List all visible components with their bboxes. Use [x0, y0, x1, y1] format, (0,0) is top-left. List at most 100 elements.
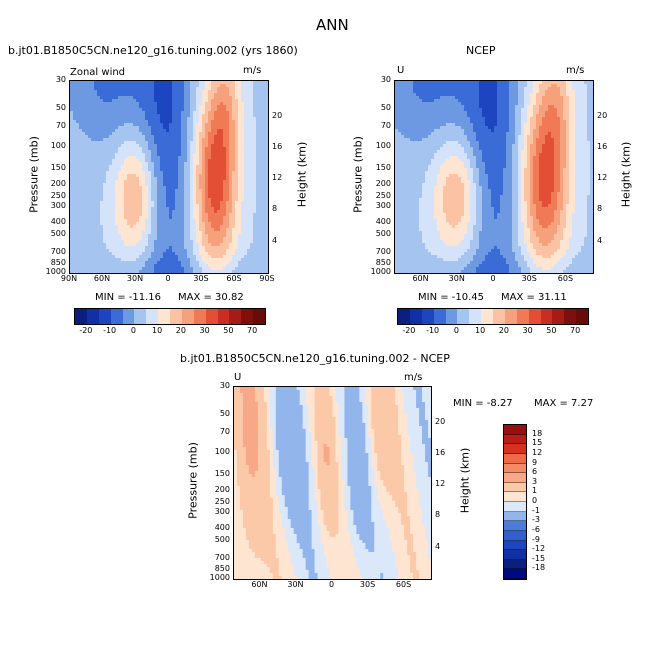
contour-cell — [232, 123, 236, 127]
contour-cell — [187, 255, 191, 259]
contour-cell — [262, 180, 266, 184]
contour-cell — [485, 84, 489, 88]
contour-cell — [220, 87, 224, 91]
contour-cell — [244, 261, 248, 265]
contour-cell — [121, 240, 125, 244]
contour-cell — [85, 90, 89, 94]
contour-cell — [190, 147, 194, 151]
contour-cell — [247, 183, 251, 187]
contour-cell — [253, 237, 257, 241]
contour-cell — [121, 267, 125, 271]
contour-cell — [205, 195, 209, 199]
contour-cell — [572, 102, 576, 106]
contour-cell — [398, 99, 402, 103]
contour-cell — [470, 111, 474, 115]
contour-cell — [175, 186, 179, 190]
contour-cell — [563, 90, 567, 94]
contour-cell — [443, 108, 447, 112]
contour-cell — [175, 105, 179, 109]
contour-cell — [190, 150, 194, 154]
contour-cell — [578, 96, 582, 100]
contour-cell — [223, 102, 227, 106]
contour-cell — [82, 270, 86, 273]
contour-cell — [166, 234, 170, 238]
contour-cell — [184, 180, 188, 184]
contour-cell — [82, 204, 86, 208]
contour-cell — [202, 189, 206, 193]
contour-cell — [82, 162, 86, 166]
contour-cell — [166, 99, 170, 103]
contour-cell — [470, 99, 474, 103]
contour-cell — [211, 108, 215, 112]
contour-cell — [94, 234, 98, 238]
contour-cell — [256, 171, 260, 175]
contour-cell — [196, 228, 200, 232]
contour-cell — [187, 132, 191, 136]
contour-cell — [437, 99, 441, 103]
contour-cell — [401, 93, 405, 97]
contour-cell — [256, 105, 260, 109]
contour-cell — [169, 153, 173, 157]
contour-cell — [118, 93, 122, 97]
contour-cell — [220, 240, 224, 244]
contour-cell — [247, 171, 251, 175]
contour-cell — [73, 237, 77, 241]
contour-cell — [503, 111, 507, 115]
contour-cell — [193, 231, 197, 235]
contour-cell — [551, 105, 555, 109]
contour-cell — [214, 177, 218, 181]
contour-cell — [151, 198, 155, 202]
contour-cell — [121, 234, 125, 238]
contour-cell — [578, 93, 582, 97]
contour-cell — [118, 81, 122, 85]
contour-cell — [73, 108, 77, 112]
contour-cell — [545, 81, 549, 85]
contour-cell — [70, 246, 74, 250]
contour-cell — [154, 159, 158, 163]
contour-cell — [154, 225, 158, 229]
contour-cell — [247, 144, 251, 148]
contour-cell — [214, 264, 218, 268]
contour-cell — [148, 240, 152, 244]
contour-cell — [106, 264, 110, 268]
contour-cell — [136, 162, 140, 166]
contour-cell — [178, 102, 182, 106]
contour-cell — [157, 231, 161, 235]
contour-cell — [115, 168, 119, 172]
contour-cell — [91, 81, 95, 85]
contour-cell — [106, 153, 110, 157]
contour-cell — [223, 84, 227, 88]
contour-cell — [187, 222, 191, 226]
contour-cell — [88, 87, 92, 91]
contour-cell — [88, 147, 92, 151]
contour-cell — [112, 141, 116, 145]
contour-cell — [82, 267, 86, 271]
contour-cell — [85, 234, 89, 238]
contour-cell — [133, 180, 137, 184]
contour-cell — [118, 195, 122, 199]
contour-cell — [139, 81, 143, 85]
contour-cell — [253, 105, 257, 109]
contour-cell — [178, 204, 182, 208]
contour-cell — [136, 141, 140, 145]
contour-cell — [133, 126, 137, 130]
contour-cell — [220, 198, 224, 202]
contour-cell — [94, 81, 98, 85]
contour-cell — [524, 87, 528, 91]
contour-cell — [106, 150, 110, 154]
contour-cell — [461, 102, 465, 106]
contour-cell — [184, 126, 188, 130]
contour-cell — [265, 126, 268, 130]
contour-cell — [199, 195, 203, 199]
contour-cell — [265, 231, 268, 235]
contour-cell — [241, 81, 245, 85]
contour-cell — [109, 177, 113, 181]
contour-cell — [241, 150, 245, 154]
contour-cell — [100, 252, 104, 256]
contour-cell — [118, 138, 122, 142]
contour-cell — [124, 108, 128, 112]
contour-cell — [557, 102, 561, 106]
contour-cell — [100, 195, 104, 199]
contour-cell — [181, 228, 185, 232]
contour-cell — [205, 93, 209, 97]
